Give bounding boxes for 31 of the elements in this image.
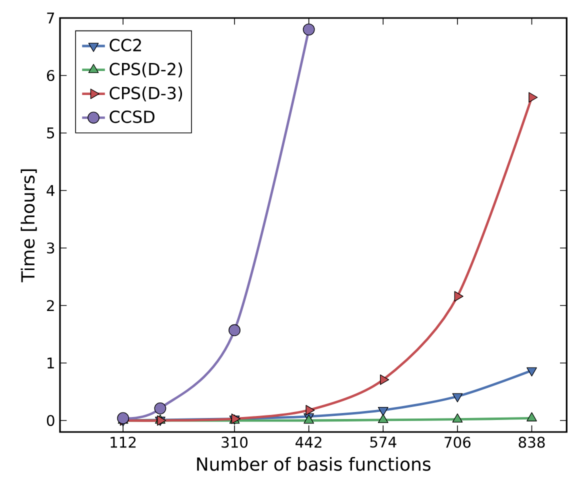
point bbox=[526, 412, 537, 422]
point bbox=[117, 412, 129, 424]
point bbox=[452, 413, 463, 422]
y-tick-label: 6 bbox=[46, 70, 54, 82]
y-axis-title: Time [hours] bbox=[20, 169, 37, 282]
point bbox=[306, 404, 315, 416]
x-tick-label: 574 bbox=[370, 436, 396, 448]
legend-label: CPS(D-2) bbox=[110, 62, 182, 78]
legend-label: CPS(D-3) bbox=[110, 86, 182, 102]
x-tick-label: 112 bbox=[110, 436, 136, 448]
point bbox=[528, 92, 538, 103]
x-tick-label: 706 bbox=[444, 436, 471, 448]
y-tick-label: 5 bbox=[47, 128, 54, 138]
x-axis-title: Number of basis functions bbox=[197, 456, 430, 471]
x-tick-label: 442 bbox=[296, 436, 322, 448]
y-tick-label: 1 bbox=[48, 358, 54, 368]
point bbox=[380, 374, 390, 385]
y-tick-label: 0 bbox=[46, 414, 54, 426]
x-tick-label: 838 bbox=[518, 436, 545, 448]
legend-label: CC2 bbox=[110, 38, 141, 52]
y-tick-label: 3 bbox=[47, 242, 54, 254]
point bbox=[378, 414, 388, 424]
y-tick-label: 2 bbox=[47, 300, 54, 311]
legend-label: CCSD bbox=[110, 110, 154, 124]
y-tick-label: 7 bbox=[47, 12, 54, 24]
x-tick-label: 310 bbox=[222, 436, 248, 448]
point bbox=[228, 324, 240, 336]
y-tick-label: 4 bbox=[46, 185, 54, 196]
point bbox=[154, 402, 166, 414]
point bbox=[454, 291, 464, 302]
point bbox=[302, 24, 315, 36]
